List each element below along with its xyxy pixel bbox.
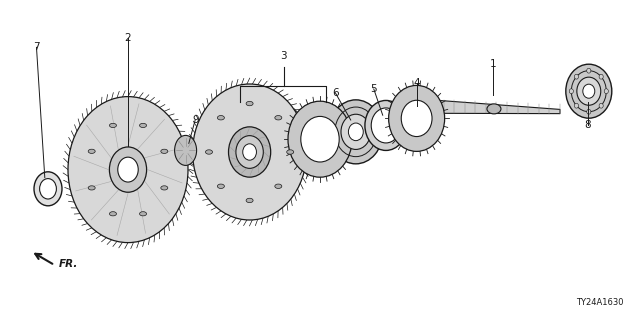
Ellipse shape bbox=[109, 123, 116, 128]
Ellipse shape bbox=[118, 157, 138, 182]
Ellipse shape bbox=[228, 127, 271, 177]
Text: 6: 6 bbox=[332, 88, 339, 98]
Ellipse shape bbox=[205, 150, 212, 154]
Text: 2: 2 bbox=[125, 33, 131, 43]
Ellipse shape bbox=[341, 114, 371, 149]
Ellipse shape bbox=[371, 108, 401, 143]
Ellipse shape bbox=[569, 89, 573, 94]
Ellipse shape bbox=[88, 186, 95, 190]
Ellipse shape bbox=[193, 84, 307, 220]
Ellipse shape bbox=[68, 97, 188, 243]
Ellipse shape bbox=[388, 85, 445, 151]
Ellipse shape bbox=[604, 89, 609, 94]
Ellipse shape bbox=[301, 116, 339, 162]
Ellipse shape bbox=[246, 198, 253, 203]
Text: 5: 5 bbox=[371, 84, 377, 94]
Ellipse shape bbox=[218, 116, 225, 120]
Ellipse shape bbox=[574, 74, 579, 79]
Text: FR.: FR. bbox=[59, 259, 78, 269]
Ellipse shape bbox=[140, 212, 147, 216]
Ellipse shape bbox=[599, 74, 604, 79]
Ellipse shape bbox=[583, 84, 595, 98]
Ellipse shape bbox=[287, 150, 294, 154]
Ellipse shape bbox=[40, 179, 56, 199]
Ellipse shape bbox=[218, 184, 225, 188]
Ellipse shape bbox=[246, 101, 253, 106]
Ellipse shape bbox=[275, 116, 282, 120]
Ellipse shape bbox=[34, 172, 62, 206]
Ellipse shape bbox=[348, 123, 364, 141]
Ellipse shape bbox=[574, 103, 579, 108]
Ellipse shape bbox=[243, 144, 257, 160]
Ellipse shape bbox=[161, 149, 168, 153]
Text: 7: 7 bbox=[33, 42, 40, 52]
Text: 1: 1 bbox=[490, 59, 496, 69]
Ellipse shape bbox=[64, 92, 192, 247]
Ellipse shape bbox=[566, 64, 612, 118]
Ellipse shape bbox=[275, 184, 282, 188]
Ellipse shape bbox=[365, 100, 407, 150]
Ellipse shape bbox=[587, 109, 591, 114]
Ellipse shape bbox=[109, 212, 116, 216]
Text: TY24A1630: TY24A1630 bbox=[577, 298, 624, 307]
Ellipse shape bbox=[487, 104, 501, 114]
Ellipse shape bbox=[329, 100, 383, 164]
Text: 8: 8 bbox=[584, 120, 591, 130]
Ellipse shape bbox=[161, 186, 168, 190]
Ellipse shape bbox=[577, 77, 601, 105]
Text: 3: 3 bbox=[280, 51, 287, 61]
Ellipse shape bbox=[599, 103, 604, 108]
Ellipse shape bbox=[109, 147, 147, 192]
Ellipse shape bbox=[236, 136, 263, 168]
Ellipse shape bbox=[88, 149, 95, 153]
Ellipse shape bbox=[421, 104, 428, 109]
Ellipse shape bbox=[587, 68, 591, 73]
Text: 4: 4 bbox=[413, 77, 420, 88]
Text: 9: 9 bbox=[192, 115, 198, 125]
Ellipse shape bbox=[288, 101, 352, 177]
Polygon shape bbox=[422, 99, 560, 114]
Ellipse shape bbox=[140, 123, 147, 128]
Ellipse shape bbox=[175, 135, 196, 165]
Ellipse shape bbox=[401, 100, 432, 137]
